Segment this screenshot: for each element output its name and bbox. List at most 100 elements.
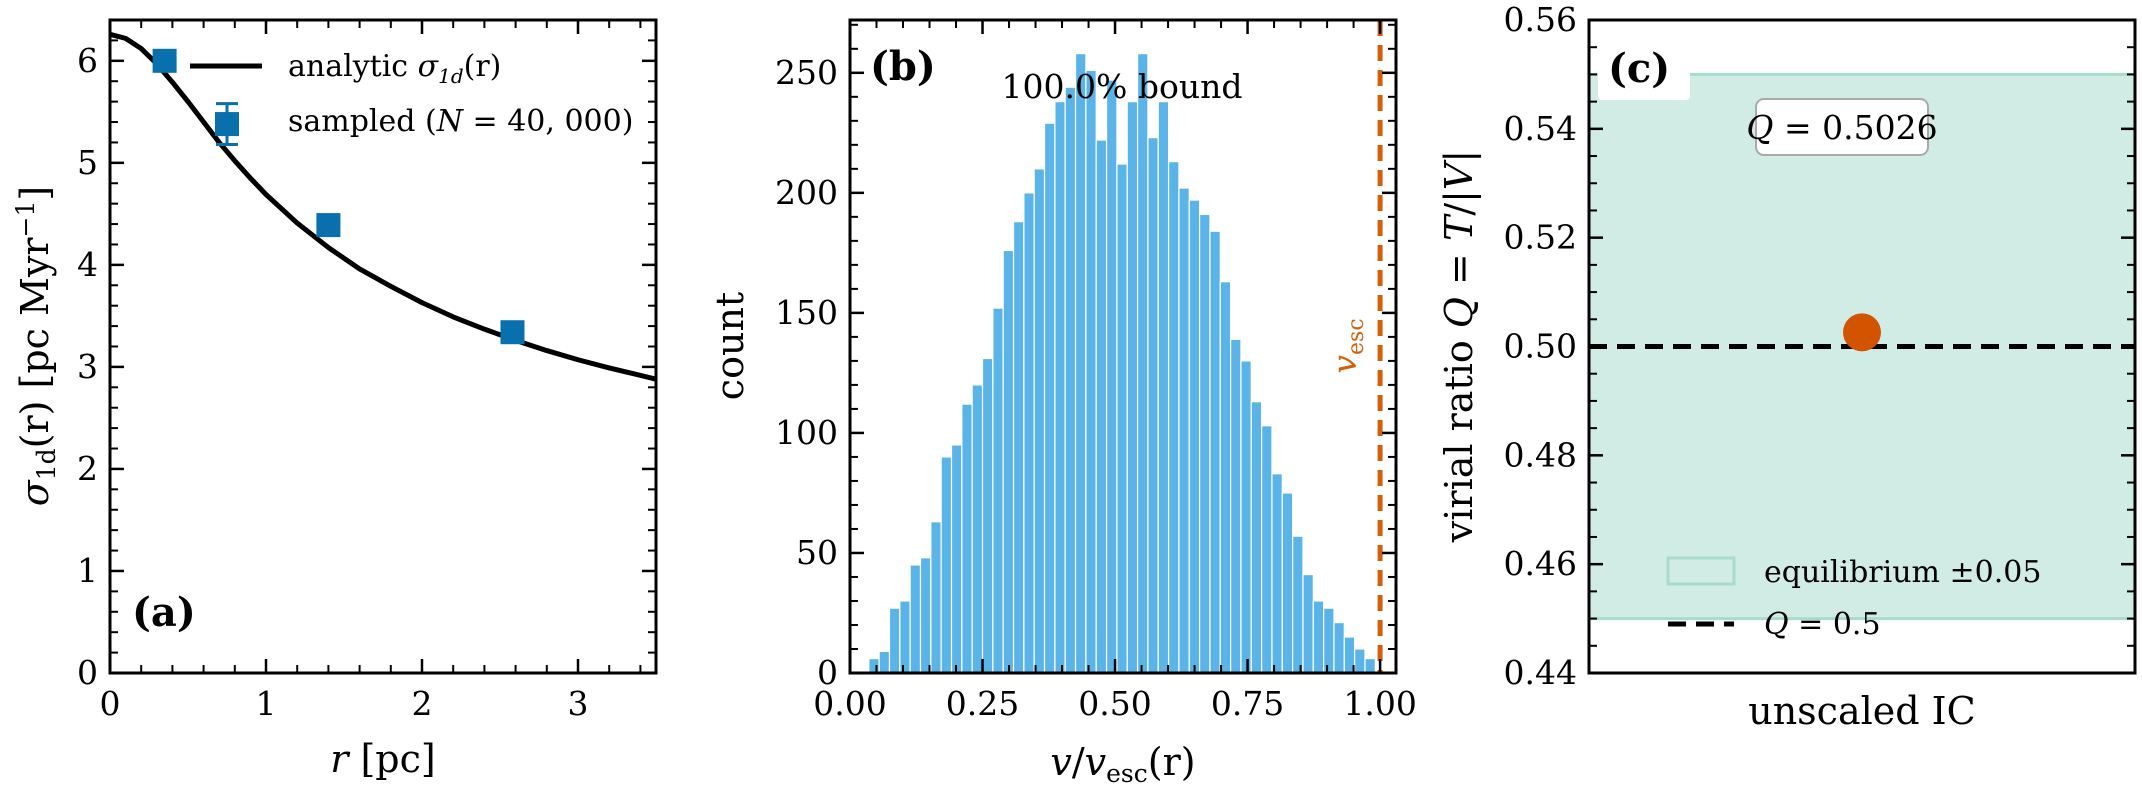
histogram-bar bbox=[899, 600, 911, 674]
histogram-bar bbox=[1198, 213, 1211, 674]
panel-a-ytick-label: 0 bbox=[77, 653, 98, 692]
panel-a-xlabel: r [pc] bbox=[330, 737, 436, 781]
histogram-bar bbox=[1074, 53, 1087, 674]
panel-a-ytick-label: 6 bbox=[77, 41, 98, 80]
panel-c-tag-background bbox=[1598, 52, 1690, 100]
histogram-bar bbox=[878, 650, 891, 674]
histogram-bar bbox=[1333, 621, 1345, 674]
panel-c: 0.44 0.46 0.48 0.50 0.52 0.54 0.56 (c) Q = 0.5… bbox=[1437, 0, 2137, 733]
panel-a-xtick-label: 0 bbox=[100, 684, 121, 723]
legend-equilibrium-swatch bbox=[1666, 556, 1736, 586]
panel-c-ticks: 0.44 0.46 0.48 0.50 0.52 0.54 0.56 bbox=[1504, 0, 2135, 692]
panel-b-ytick-label: 250 bbox=[775, 53, 838, 92]
histogram-bar bbox=[1012, 221, 1025, 674]
panel-c-legend: equilibrium ±0.05 Q = 0.5 bbox=[1666, 555, 2041, 642]
histogram-bar bbox=[1302, 573, 1314, 674]
panel-a-xtick-label: 1 bbox=[256, 684, 277, 723]
panel-a-ytick-label: 3 bbox=[77, 347, 98, 386]
panel-c-tag: (c) bbox=[1608, 45, 1670, 92]
histogram-bar bbox=[1230, 338, 1242, 674]
panel-a-ytick-label: 2 bbox=[77, 449, 98, 488]
panel-a-ytick-label: 4 bbox=[77, 245, 98, 284]
q-value-box bbox=[1755, 98, 1929, 156]
panel-c-ytick-label: 0.46 bbox=[1504, 544, 1577, 583]
histogram-bar bbox=[1364, 657, 1376, 674]
sampled-point bbox=[215, 112, 239, 137]
panel-c-ytick-label: 0.50 bbox=[1504, 327, 1577, 366]
sampled-point bbox=[500, 320, 525, 345]
histogram-bar bbox=[1354, 648, 1366, 674]
histogram-bar bbox=[1292, 535, 1304, 674]
histogram-bar bbox=[961, 403, 973, 674]
histogram-bar bbox=[868, 657, 880, 674]
histogram-bar bbox=[1250, 401, 1263, 674]
histogram-bar bbox=[1209, 230, 1221, 674]
panel-c-ytick-label: 0.48 bbox=[1504, 435, 1577, 474]
histogram-bar bbox=[909, 564, 922, 674]
histogram-bar bbox=[1085, 69, 1097, 674]
histogram-bar bbox=[950, 444, 963, 674]
panel-a-plot-area bbox=[109, 31, 657, 382]
histogram-bar bbox=[1167, 161, 1180, 674]
panel-b-frame bbox=[848, 18, 1398, 675]
histogram-bar bbox=[888, 607, 901, 674]
histogram-bar bbox=[1157, 101, 1170, 674]
histogram-bar bbox=[1178, 187, 1190, 674]
legend-analytic-label: analytic σ1d(r) bbox=[288, 49, 501, 88]
panel-b-ytick-label: 100 bbox=[775, 413, 838, 452]
panel-a-ylabel: σ1d(r) [pc Myr−1] bbox=[11, 186, 61, 507]
histogram-bar bbox=[1023, 192, 1035, 674]
histogram-bar bbox=[1043, 122, 1056, 674]
histogram-bar bbox=[1095, 139, 1108, 674]
panel-c-ytick-label: 0.54 bbox=[1504, 109, 1577, 148]
panel-a-ytick-label: 5 bbox=[77, 143, 98, 182]
histogram-bar bbox=[1126, 101, 1139, 674]
histogram-bar bbox=[1105, 79, 1118, 674]
legend-equilibrium-label: equilibrium ±0.05 bbox=[1764, 555, 2041, 590]
histogram-bar bbox=[1136, 53, 1149, 674]
panel-c-plot-area bbox=[1589, 72, 2135, 621]
histogram-bar bbox=[1116, 163, 1128, 674]
panel-a-ticks: 0 1 2 3 0 1 2 3 4 5 6 bbox=[77, 20, 656, 723]
histogram-bar bbox=[1323, 607, 1335, 674]
panel-a-xtick-label: 2 bbox=[412, 684, 433, 723]
sampled-point bbox=[152, 48, 177, 73]
virial-ratio-point bbox=[1843, 313, 1881, 352]
panel-b-ytick-label: 200 bbox=[775, 173, 838, 212]
legend-q-line-label: Q = 0.5 bbox=[1764, 607, 1881, 642]
sampled-point bbox=[316, 213, 341, 238]
histogram-bar bbox=[1147, 137, 1159, 674]
histogram-bar bbox=[1261, 425, 1273, 674]
panel-b-ticks: 0.00 0.25 0.50 0.75 1.00 0 50 100 150 200 250 bbox=[775, 20, 1417, 723]
histogram-bar bbox=[1240, 360, 1252, 674]
legend-sampled-label: sampled (N = 40, 000) bbox=[288, 104, 633, 139]
histogram-bar bbox=[992, 307, 1004, 674]
histogram-bar bbox=[1281, 492, 1294, 674]
panel-c-ytick-label: 0.56 bbox=[1504, 0, 1577, 39]
panel-b-xtick-label: 1.00 bbox=[1343, 684, 1416, 723]
panel-b-xtick-label: 0.50 bbox=[1078, 684, 1151, 723]
panel-b-ylabel: count bbox=[708, 292, 752, 400]
panel-a-xtick-label: 3 bbox=[568, 684, 589, 723]
panel-c-category-label: unscaled IC bbox=[1748, 689, 1976, 733]
histogram-bar bbox=[1054, 101, 1066, 674]
panel-c-ytick-label: 0.44 bbox=[1504, 653, 1577, 692]
histogram-bar bbox=[1064, 86, 1077, 674]
panel-a-tag: (a) bbox=[132, 589, 196, 636]
histogram-bar bbox=[919, 557, 932, 674]
panel-b-plot-area bbox=[868, 20, 1383, 674]
histogram-bar bbox=[940, 456, 953, 674]
panel-a-legend: analytic σ1d(r) sampled (N = 40, 000) bbox=[190, 49, 633, 139]
panel-b-tag: (b) bbox=[870, 43, 936, 90]
panel-b-xtick-label: 0.75 bbox=[1211, 684, 1284, 723]
panel-b-ytick-label: 50 bbox=[796, 533, 838, 572]
q-value-annotation: Q = 0.5026 bbox=[1746, 108, 1937, 147]
panel-c-ylabel: virial ratio Q = T/|V| bbox=[1437, 150, 1481, 543]
panel-b-xlabel: v/vesc(r) bbox=[1050, 740, 1195, 788]
panel-c-ytick-label: 0.52 bbox=[1504, 218, 1577, 257]
panel-b-ytick-label: 150 bbox=[775, 293, 838, 332]
panel-b-bound-annotation: 100.0% bound bbox=[1002, 67, 1243, 106]
histogram-bar bbox=[930, 521, 942, 674]
histogram-bar bbox=[1002, 249, 1015, 674]
